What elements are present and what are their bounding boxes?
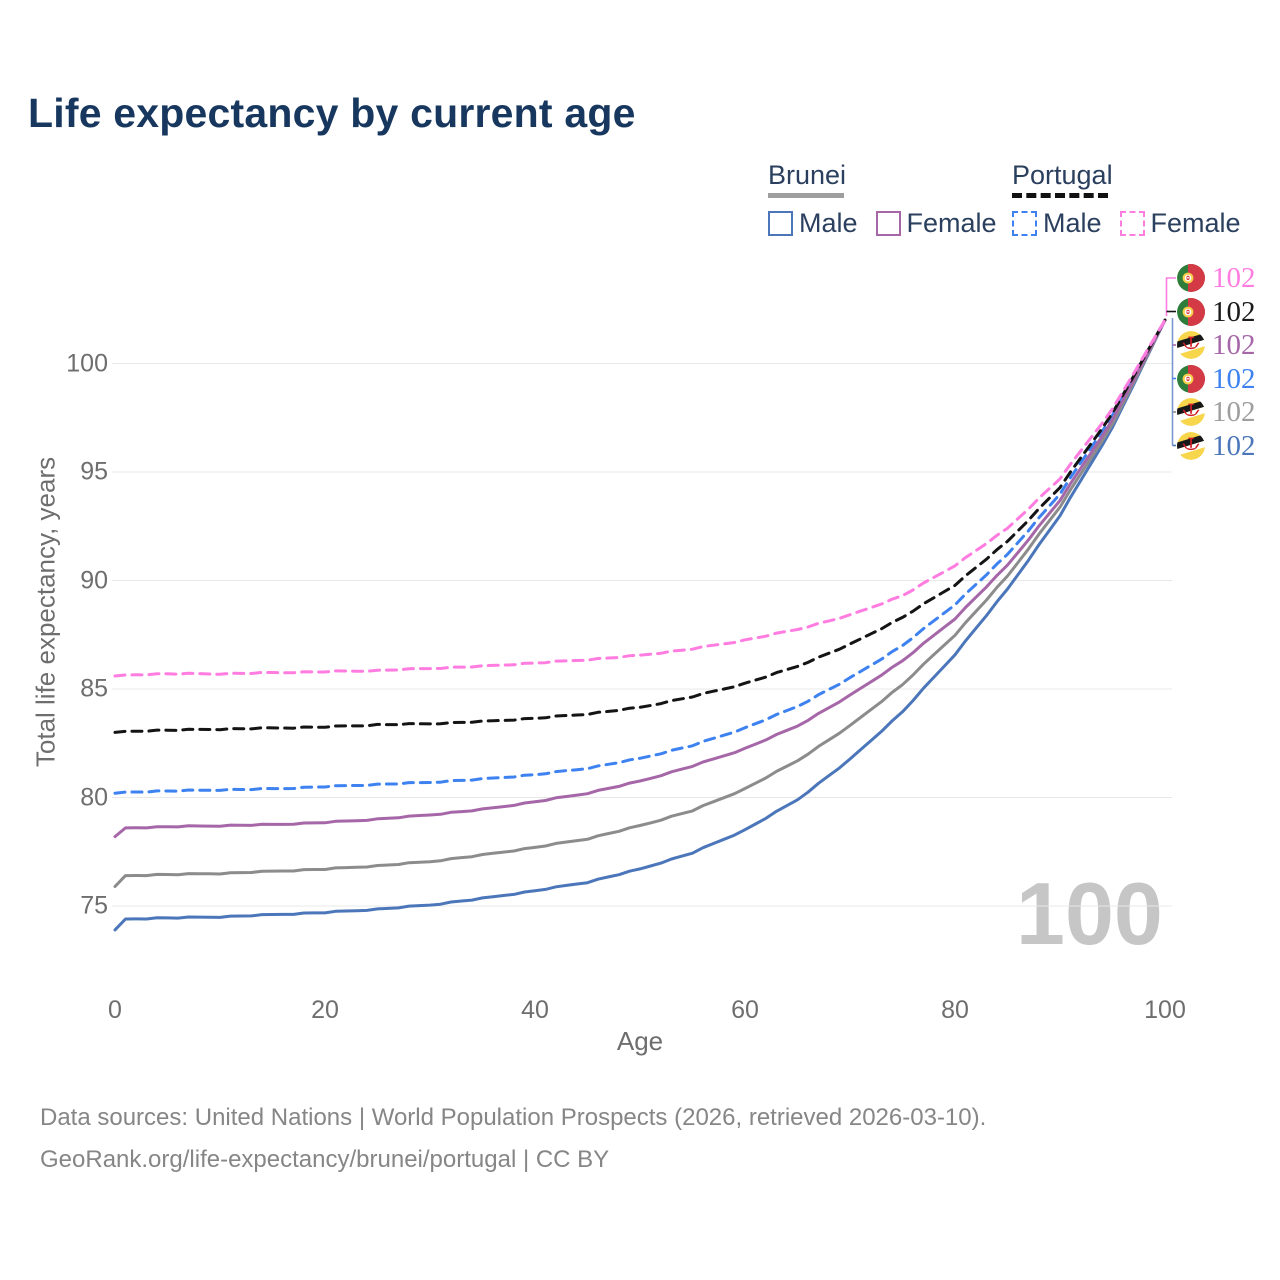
legend-item-brunei-male[interactable]: Male bbox=[768, 208, 858, 239]
legend-item-label: Female bbox=[906, 208, 997, 238]
page-title: Life expectancy by current age bbox=[28, 90, 636, 136]
y-tick-label: 85 bbox=[80, 674, 108, 703]
x-tick-label: 100 bbox=[1144, 996, 1186, 1024]
flag-icon-portugal bbox=[1177, 297, 1205, 326]
end-label-value: 102 bbox=[1212, 429, 1256, 462]
series-line-brunei-male bbox=[113, 318, 1167, 932]
y-tick-label: 90 bbox=[80, 566, 108, 594]
flag-icon-portugal bbox=[1177, 264, 1205, 292]
flag-icon-portugal bbox=[1177, 364, 1205, 393]
flag-icon-brunei bbox=[1177, 398, 1205, 426]
y-tick-label: 75 bbox=[80, 891, 108, 920]
end-label-row-brunei-male: 102 bbox=[1177, 429, 1256, 462]
series-line-portugal-female bbox=[113, 318, 1167, 678]
series-line-portugal-male bbox=[113, 318, 1167, 795]
end-label-value: 102 bbox=[1212, 362, 1256, 395]
end-label-row-brunei-female: 102 bbox=[1177, 329, 1256, 361]
legend-group-brunei: Brunei Male Female bbox=[768, 160, 997, 239]
end-label-row-brunei-total: 102 bbox=[1177, 396, 1256, 428]
footer-source-line: Data sources: United Nations | World Pop… bbox=[40, 1104, 987, 1131]
legend-group-title-brunei[interactable]: Brunei bbox=[768, 160, 847, 190]
legend-group-title-portugal[interactable]: Portugal bbox=[1012, 160, 1113, 190]
end-label-value: 102 bbox=[1212, 262, 1256, 294]
legend-group-portugal: Portugal Male Female bbox=[1012, 160, 1241, 239]
legend-underline-portugal bbox=[1012, 193, 1108, 198]
end-label-value: 102 bbox=[1212, 396, 1256, 428]
legend-swatch-brunei-female bbox=[875, 211, 901, 236]
flag-icon-brunei bbox=[1177, 331, 1205, 359]
y-tick-label: 95 bbox=[80, 457, 108, 486]
legend-underline-brunei bbox=[768, 193, 844, 198]
legend-item-portugal-female[interactable]: Female bbox=[1119, 208, 1241, 239]
flag-icon-brunei bbox=[1177, 431, 1205, 460]
y-tick-label: 100 bbox=[66, 349, 108, 377]
series-line-brunei-female bbox=[113, 318, 1167, 839]
legend-swatch-portugal-female bbox=[1119, 211, 1145, 236]
x-axis-title: Age bbox=[616, 1026, 664, 1056]
end-label-row-portugal-female: 102 bbox=[1177, 262, 1256, 294]
x-tick-label: 80 bbox=[941, 996, 969, 1024]
legend-item-label: Male bbox=[799, 208, 858, 238]
legend-swatch-brunei-male bbox=[768, 211, 793, 236]
legend-swatch-portugal-male bbox=[1012, 211, 1037, 236]
legend-item-portugal-male[interactable]: Male bbox=[1012, 208, 1102, 239]
end-label-row-portugal-total: 102 bbox=[1177, 295, 1256, 328]
age-watermark: 100 bbox=[1016, 864, 1163, 963]
end-label-value: 102 bbox=[1212, 295, 1256, 328]
x-tick-label: 20 bbox=[311, 996, 339, 1024]
legend-item-label: Female bbox=[1150, 208, 1241, 238]
legend-item-brunei-female[interactable]: Female bbox=[875, 208, 997, 239]
x-tick-label: 40 bbox=[521, 996, 549, 1024]
x-tick-label: 60 bbox=[731, 996, 759, 1024]
series-line-portugal-total bbox=[113, 318, 1167, 734]
end-label-value: 102 bbox=[1212, 329, 1256, 361]
series-line-brunei-total bbox=[113, 318, 1167, 888]
legend-item-label: Male bbox=[1043, 208, 1102, 238]
footer-link-line: GeoRank.org/life-expectancy/brunei/portu… bbox=[40, 1146, 610, 1173]
y-tick-label: 80 bbox=[80, 783, 108, 811]
end-label-row-portugal-male: 102 bbox=[1177, 362, 1256, 395]
x-tick-label: 0 bbox=[108, 996, 122, 1024]
leader-line bbox=[1165, 277, 1176, 317]
